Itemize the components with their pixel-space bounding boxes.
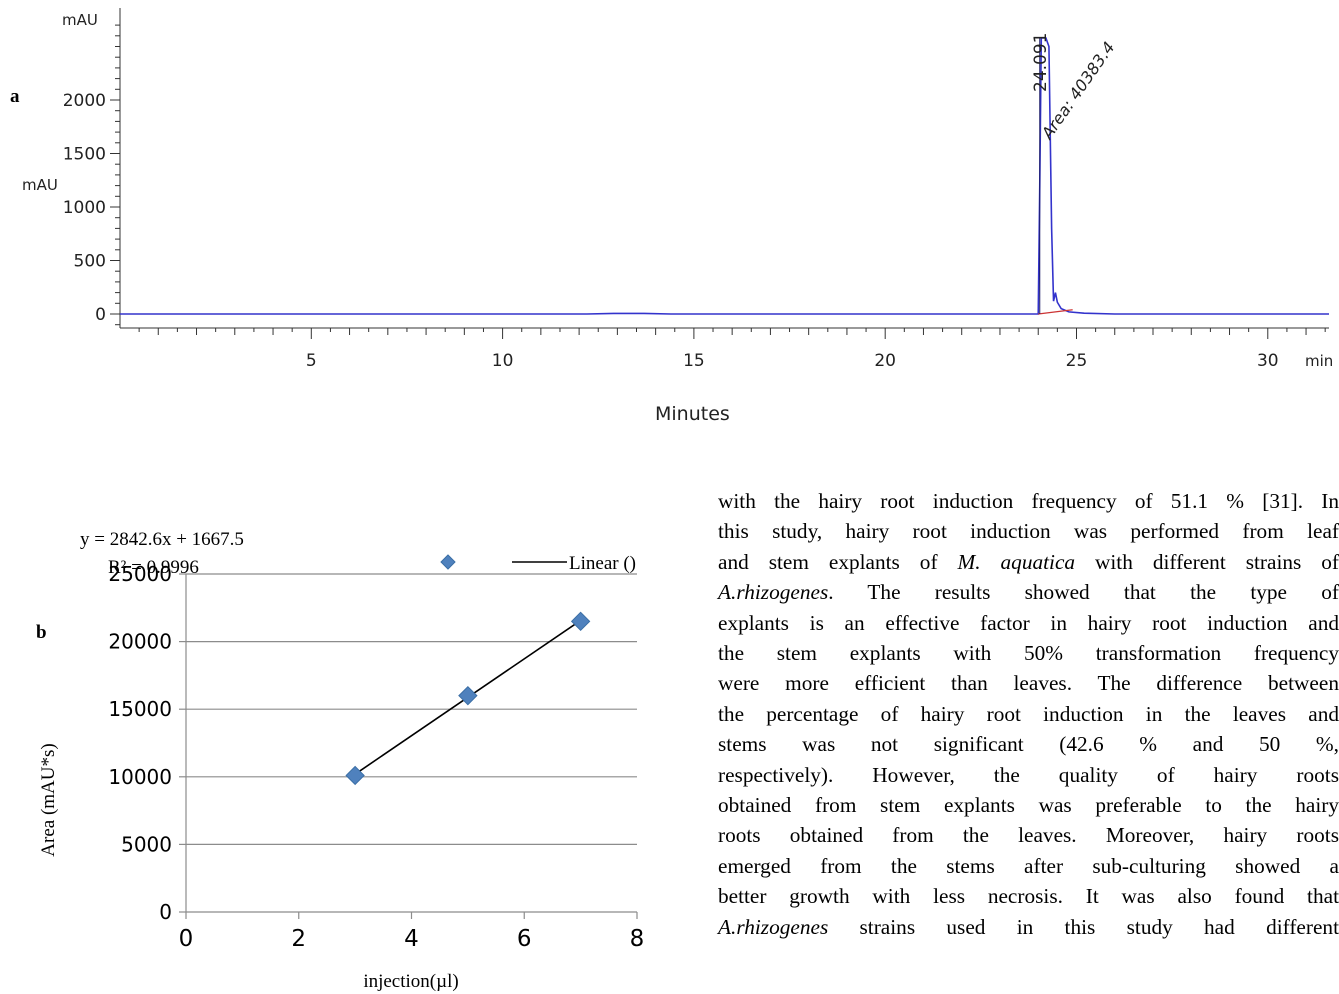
body-text-line: this study, hairy root induction was per… bbox=[718, 519, 1339, 544]
panel-b-label: b bbox=[36, 622, 47, 643]
y-tick-label: 20000 bbox=[108, 630, 172, 654]
calibration-chart: 0 5000 10000 15000 20000 25000 0 2 4 6 8 y = 2842.… bbox=[38, 529, 644, 992]
trend-equation: y = 2842.6x + 1667.5 bbox=[80, 529, 244, 550]
x-tick-label: 8 bbox=[630, 926, 645, 952]
chromatogram-chart: 0 500 1000 1500 2000 5 10 15 20 25 30 mAU mAU min … bbox=[22, 8, 1333, 425]
peak-retention-label: 24.091 bbox=[1031, 33, 1051, 92]
body-text-line: and stem explants of M. aquatica with di… bbox=[718, 549, 1339, 574]
x-tick-label: 15 bbox=[683, 351, 705, 371]
body-text-line: stems was not significant (42.6 % and 50… bbox=[718, 732, 1339, 757]
body-text-line: were more efficient than leaves. The dif… bbox=[718, 671, 1339, 696]
x-tick-label: 0 bbox=[179, 926, 194, 952]
x-tick-label: 4 bbox=[404, 926, 419, 952]
calibration-grid bbox=[186, 573, 637, 846]
x-tick-label: 20 bbox=[874, 351, 896, 371]
body-text-line: the percentage of hairy root induction i… bbox=[718, 701, 1339, 726]
body-text-line: the stem explants with 50% transformatio… bbox=[718, 641, 1339, 666]
y-tick-label: 0 bbox=[159, 900, 172, 924]
data-point bbox=[458, 685, 478, 706]
x-axis-title: Minutes bbox=[655, 403, 730, 425]
y-tick-label: 2000 bbox=[63, 91, 106, 111]
body-text-line: roots obtained from the leaves. Moreover… bbox=[718, 823, 1339, 848]
body-text: with the hairy root induction frequency … bbox=[718, 486, 1339, 942]
y-tick-label: 10000 bbox=[108, 765, 172, 789]
y-tick-label: 500 bbox=[74, 252, 106, 272]
panel-a-label: a bbox=[10, 86, 20, 107]
legend-series-marker bbox=[440, 554, 456, 570]
body-text-line: with the hairy root induction frequency … bbox=[718, 489, 1339, 513]
body-text-line: A.rhizogenes strains used in this study … bbox=[718, 914, 1339, 939]
data-point bbox=[345, 765, 365, 786]
calibration-axes: 0 5000 10000 15000 20000 25000 0 2 4 6 8 bbox=[108, 562, 644, 952]
y-axis-label: mAU bbox=[22, 176, 58, 194]
y-tick-label: 15000 bbox=[108, 697, 172, 721]
chromatogram-trace bbox=[120, 37, 1329, 315]
calibration-data bbox=[345, 554, 591, 786]
x-axis-title: injection(µl) bbox=[363, 971, 458, 992]
body-text-line: A.rhizogenes. The results showed that th… bbox=[718, 580, 1339, 605]
x-unit-label: min bbox=[1305, 352, 1333, 370]
chromatogram-series-line bbox=[120, 37, 1329, 315]
body-text-line: emerged from the stems after sub-culturi… bbox=[718, 853, 1339, 878]
x-tick-label: 5 bbox=[306, 351, 317, 371]
data-point bbox=[570, 611, 591, 632]
body-text-line: better growth with less necrosis. It was… bbox=[718, 884, 1339, 909]
legend-linear-label: Linear () bbox=[569, 553, 636, 574]
x-tick-label: 10 bbox=[492, 351, 514, 371]
y-axis-title: Area (mAU*s) bbox=[38, 743, 59, 856]
y-tick-label: 25000 bbox=[108, 562, 172, 586]
body-text-line: explants is an effective factor in hairy… bbox=[718, 610, 1339, 635]
y-tick-label: 1500 bbox=[63, 145, 106, 165]
x-tick-label: 6 bbox=[517, 926, 532, 952]
chromatogram-axes: 0 500 1000 1500 2000 5 10 15 20 25 30 bbox=[63, 8, 1329, 371]
y-tick-label: 5000 bbox=[121, 832, 172, 856]
y-tick-label: 1000 bbox=[63, 198, 106, 218]
x-tick-label: 25 bbox=[1066, 351, 1088, 371]
chromatogram-labels: mAU mAU min Minutes 24.091 Area: 40383.4 bbox=[22, 11, 1333, 425]
x-tick-label: 30 bbox=[1257, 351, 1279, 371]
body-text-line: obtained from stem explants was preferab… bbox=[718, 793, 1339, 818]
body-text-line: respectively). However, the quality of h… bbox=[718, 762, 1339, 787]
peak-baseline bbox=[1038, 309, 1073, 315]
x-tick-label: 2 bbox=[291, 926, 306, 952]
r-squared: R² = 0.9996 bbox=[108, 557, 199, 578]
y-tick-label: 0 bbox=[95, 305, 106, 325]
y-unit-top-label: mAU bbox=[62, 11, 98, 29]
